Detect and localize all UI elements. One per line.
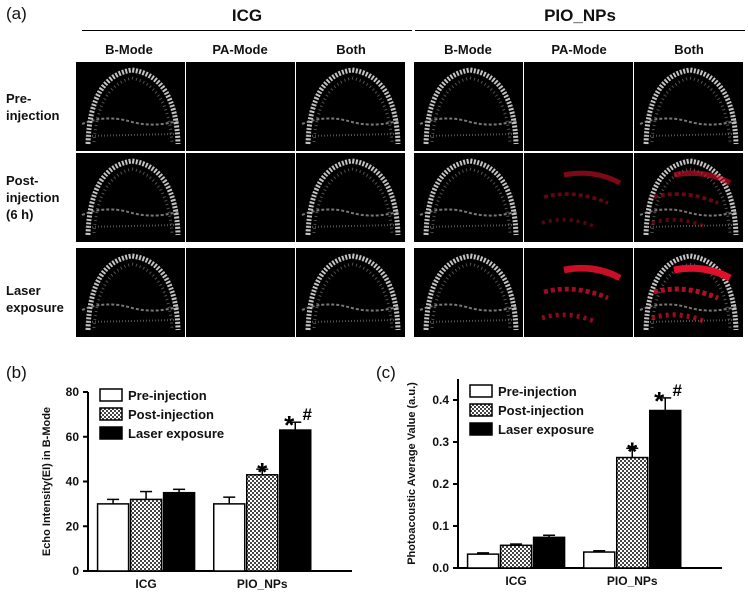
col-label-icg-pamode: PA-Mode [212, 42, 268, 57]
us-image-laser-pio-bmode [414, 248, 523, 337]
bar-b-PIO_NPs-Laser exposure [278, 429, 312, 572]
y-tick-label-c-3: 0.3 [432, 435, 449, 449]
y-tick-label-c-0: 0.0 [432, 561, 449, 575]
x-tick-label-b-0: ICG [135, 577, 156, 591]
us-image-laser-pio-both [634, 248, 743, 337]
row-label-post-line1: Post- [6, 173, 39, 188]
us-image-pre-icg-pamode [186, 62, 295, 151]
bar-b-ICG-Post-injection [129, 498, 163, 572]
row-label-pre: Pre- injection [6, 90, 59, 124]
row-label-pre-line1: Pre- [6, 91, 32, 106]
bar-c-ICG-Post-injection [499, 544, 533, 569]
col-label-icg-both: Both [336, 42, 366, 57]
legend-swatch-c-0 [469, 384, 493, 398]
y-tick-label-c-4: 0.4 [432, 393, 449, 407]
y-tick-label-c-1: 0.1 [432, 519, 449, 533]
row-label-post: Post- injection (6 h) [6, 172, 59, 223]
group-title-pio: PIO_NPs [544, 6, 616, 25]
col-label-icg-bmode: B-Mode [105, 42, 153, 57]
legend-label-b-1: Post-injection [128, 407, 214, 422]
bar-b-ICG-Laser exposure [162, 491, 196, 572]
us-image-pre-icg-bmode [76, 62, 185, 151]
row-label-post-line3: (6 h) [6, 207, 34, 222]
bar-b-PIO_NPs-Pre-injection [212, 503, 246, 572]
col-label-pio-bmode: B-Mode [444, 42, 492, 57]
y-tick-label-b-3: 60 [66, 430, 80, 444]
y-axis-label-c: Photoacoustic Average Value (a.u.) [406, 382, 418, 565]
bar-c-ICG-Laser exposure [532, 536, 566, 569]
group-rule-pio [415, 30, 745, 31]
y-axis-label-b: Echo Intensity(EI) in B-Mode [41, 407, 53, 556]
us-image-pre-pio-bmode [414, 62, 523, 151]
legend-label-b-2: Laser exposure [128, 426, 224, 441]
y-tick-label-b-2: 40 [66, 475, 80, 489]
y-tick-label-c-2: 0.2 [432, 477, 449, 491]
us-image-post-pio-both [634, 153, 743, 242]
significance-mark-c-0: * [627, 436, 638, 466]
us-image-laser-icg-pamode [186, 248, 295, 337]
legend-swatch-c-2 [469, 422, 493, 436]
y-tick-label-b-0: 0 [72, 564, 79, 578]
significance-mark-b-1: * [284, 410, 295, 440]
row-label-pre-line2: injection [6, 108, 60, 123]
legend-swatch-b-2 [99, 426, 123, 440]
row-label-laser: Laser exposure [6, 282, 64, 316]
us-image-laser-pio-pamode [524, 248, 633, 337]
significance-mark-b-0: * [257, 457, 268, 487]
y-tick-label-b-4: 80 [66, 385, 80, 399]
us-image-post-pio-pamode [524, 153, 633, 242]
bar-c-ICG-Pre-injection [466, 553, 500, 569]
x-tick-label-c-1: PIO_NPs [607, 574, 658, 588]
x-tick-label-c-0: ICG [505, 574, 526, 588]
us-image-pre-icg-both [296, 62, 405, 151]
legend-swatch-b-1 [99, 407, 123, 421]
us-image-pre-pio-pamode [524, 62, 633, 151]
legend-swatch-c-1 [469, 403, 493, 417]
group-rule-icg [82, 30, 412, 31]
x-tick-label-b-1: PIO_NPs [237, 577, 288, 591]
panel-letter-b: (b) [6, 363, 27, 382]
legend-label-b-0: Pre-injection [128, 388, 207, 403]
bar-c-PIO_NPs-Laser exposure [648, 409, 682, 569]
bar-b-ICG-Pre-injection [96, 503, 130, 572]
row-label-laser-line1: Laser [6, 283, 41, 298]
bar-b-PIO_NPs-Post-injection [245, 474, 279, 572]
significance-mark-c-1: * [654, 386, 665, 416]
significance-hash-c-1: # [673, 381, 683, 400]
y-tick-label-b-1: 20 [66, 519, 80, 533]
us-image-post-pio-bmode [414, 153, 523, 242]
row-label-post-line2: injection [6, 190, 60, 205]
us-image-post-icg-bmode [76, 153, 185, 242]
legend-label-c-2: Laser exposure [498, 422, 594, 437]
us-image-laser-icg-bmode [76, 248, 185, 337]
significance-hash-b-1: # [303, 405, 313, 424]
legend-swatch-b-0 [99, 388, 123, 402]
us-image-post-icg-pamode [186, 153, 295, 242]
bar-c-PIO_NPs-Pre-injection [582, 551, 616, 569]
col-label-pio-both: Both [674, 42, 704, 57]
row-label-laser-line2: exposure [6, 300, 64, 315]
us-image-laser-icg-both [296, 248, 405, 337]
group-title-icg: ICG [231, 6, 263, 25]
us-image-pre-pio-both [634, 62, 743, 151]
legend-label-c-1: Post-injection [498, 403, 584, 418]
legend-label-c-0: Pre-injection [498, 384, 577, 399]
us-image-post-icg-both [296, 153, 405, 242]
panel-letter-c: (c) [376, 363, 396, 382]
col-label-pio-pamode: PA-Mode [551, 42, 607, 57]
panel-a-letter: (a) [6, 4, 27, 23]
bar-c-PIO_NPs-Post-injection [615, 456, 649, 569]
